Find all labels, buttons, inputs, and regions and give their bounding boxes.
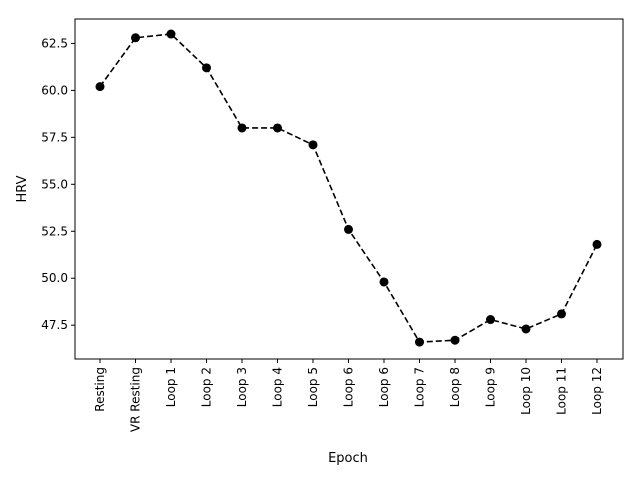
data-point bbox=[344, 224, 353, 234]
data-point bbox=[131, 33, 140, 43]
data-point bbox=[415, 337, 424, 347]
data-point bbox=[486, 315, 495, 325]
y-axis-label: HRV bbox=[15, 175, 30, 202]
x-tick-label: Loop 5 bbox=[306, 367, 320, 407]
data-point bbox=[237, 123, 247, 133]
x-tick-label: VR Resting bbox=[129, 367, 143, 432]
data-point bbox=[202, 63, 211, 73]
y-tick-label: 60.0 bbox=[41, 83, 68, 97]
x-tick-label: Loop 6 bbox=[342, 367, 356, 407]
data-point bbox=[166, 29, 176, 39]
plot-area: 47.5 50.0 52.5 55.0 57.5 60.0 62.5 Resting VR Re… bbox=[41, 18, 624, 432]
x-axis-label: Epoch bbox=[328, 451, 368, 466]
y-tick-label: 52.5 bbox=[41, 224, 68, 238]
y-tick-label: 47.5 bbox=[41, 318, 68, 332]
x-tick-label: Loop 7 bbox=[413, 367, 427, 407]
x-tick-label: Loop 1 bbox=[164, 367, 178, 407]
data-point bbox=[95, 82, 105, 92]
x-tick-label: Loop 10 bbox=[519, 367, 533, 415]
x-tick-label: Loop 8 bbox=[448, 367, 462, 407]
x-tick-label: Loop 12 bbox=[590, 367, 604, 415]
x-tick-label: Loop 9 bbox=[484, 367, 498, 407]
data-point bbox=[379, 277, 389, 287]
x-tick-label: Loop 4 bbox=[271, 367, 285, 407]
x-tick-label: Loop 3 bbox=[235, 367, 249, 407]
x-tick-label: Loop 2 bbox=[200, 367, 214, 407]
data-point bbox=[521, 324, 531, 334]
y-tick-label: 55.0 bbox=[41, 177, 68, 191]
y-tick-label: 50.0 bbox=[41, 271, 68, 285]
data-point bbox=[557, 309, 566, 319]
data-point bbox=[450, 335, 460, 345]
x-tick-label: Resting bbox=[93, 367, 107, 412]
y-tick-label: 57.5 bbox=[41, 130, 68, 144]
y-tick-label: 62.5 bbox=[41, 36, 68, 50]
data-point bbox=[592, 239, 602, 249]
data-point bbox=[308, 140, 318, 150]
data-point bbox=[273, 123, 282, 133]
x-tick-label: Loop 6 bbox=[377, 367, 391, 407]
x-tick-label: Loop 11 bbox=[555, 367, 569, 415]
